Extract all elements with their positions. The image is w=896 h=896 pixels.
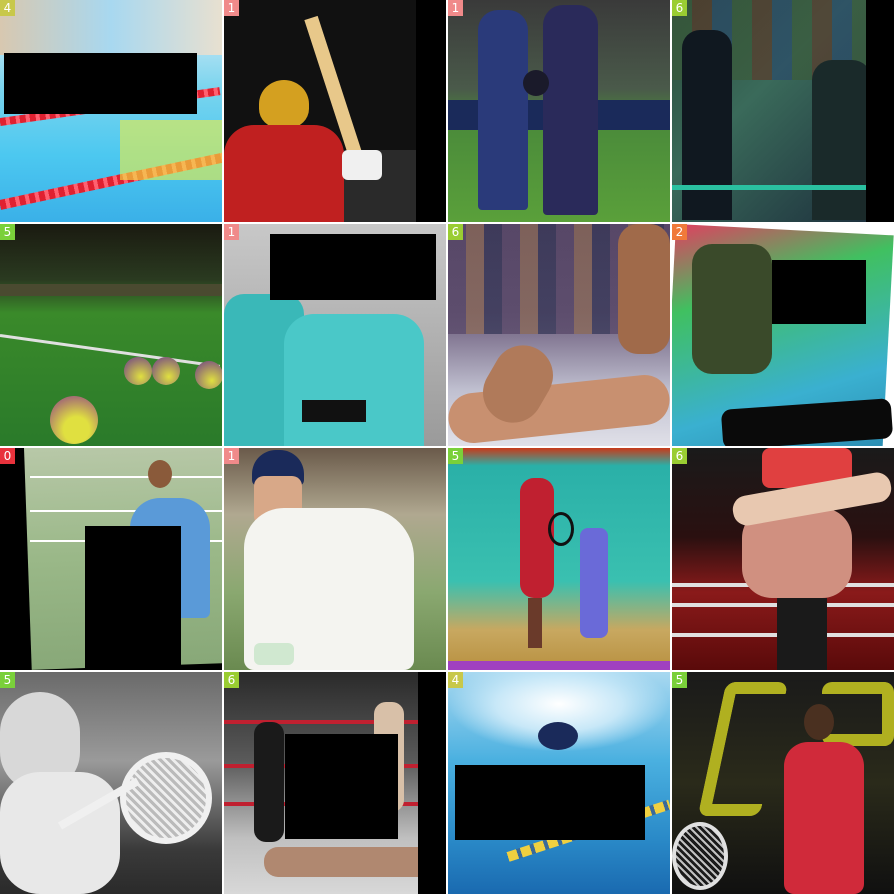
tile-label: 2 — [672, 224, 687, 240]
redaction-box — [772, 260, 866, 324]
tile-cricket-batsman: 1 — [224, 0, 446, 222]
tile-label: 0 — [0, 448, 15, 464]
redaction-box — [85, 526, 181, 668]
tile-cricket-white: 1 — [224, 448, 446, 670]
tile-tennis-court: 5 — [448, 448, 670, 670]
tile-label: 6 — [448, 224, 463, 240]
tile-label: 5 — [0, 224, 15, 240]
redaction-box — [455, 765, 645, 840]
tile-tennis-balls: 5 — [0, 224, 222, 446]
tile-label: 6 — [672, 448, 687, 464]
tile-tennis-red: 5 — [672, 672, 894, 894]
tile-label: 6 — [672, 0, 687, 16]
tile-swimmer: 4 — [448, 672, 670, 894]
tile-label: 1 — [224, 0, 239, 16]
tile-wrestler-lift: 6 — [672, 448, 894, 670]
redaction-box — [270, 234, 436, 300]
tile-swimming-pool: 4 — [0, 0, 222, 222]
tile-label: 5 — [0, 672, 15, 688]
tile-vintage-tennis: 5 — [0, 672, 222, 894]
tile-wrestler-mat: 6 — [448, 224, 670, 446]
tile-label: 1 — [224, 224, 239, 240]
redaction-box — [4, 53, 197, 114]
tile-wrestling-entrance: 6 — [672, 0, 894, 222]
tile-label: 4 — [448, 672, 463, 688]
redaction-box — [285, 734, 398, 839]
tile-label: 1 — [224, 448, 239, 464]
tile-cricket-players: 1 — [448, 0, 670, 222]
tile-label: 6 — [224, 672, 239, 688]
tile-cricket-teal: 1 — [224, 224, 446, 446]
tile-label: 5 — [448, 448, 463, 464]
tile-label: 4 — [0, 0, 15, 16]
tile-wrestling-ring: 6 — [224, 672, 446, 894]
tile-label: 5 — [672, 672, 687, 688]
tile-badminton: 0 — [0, 448, 222, 670]
tile-dancer-court: 2 — [672, 224, 894, 446]
tile-label: 1 — [448, 0, 463, 16]
